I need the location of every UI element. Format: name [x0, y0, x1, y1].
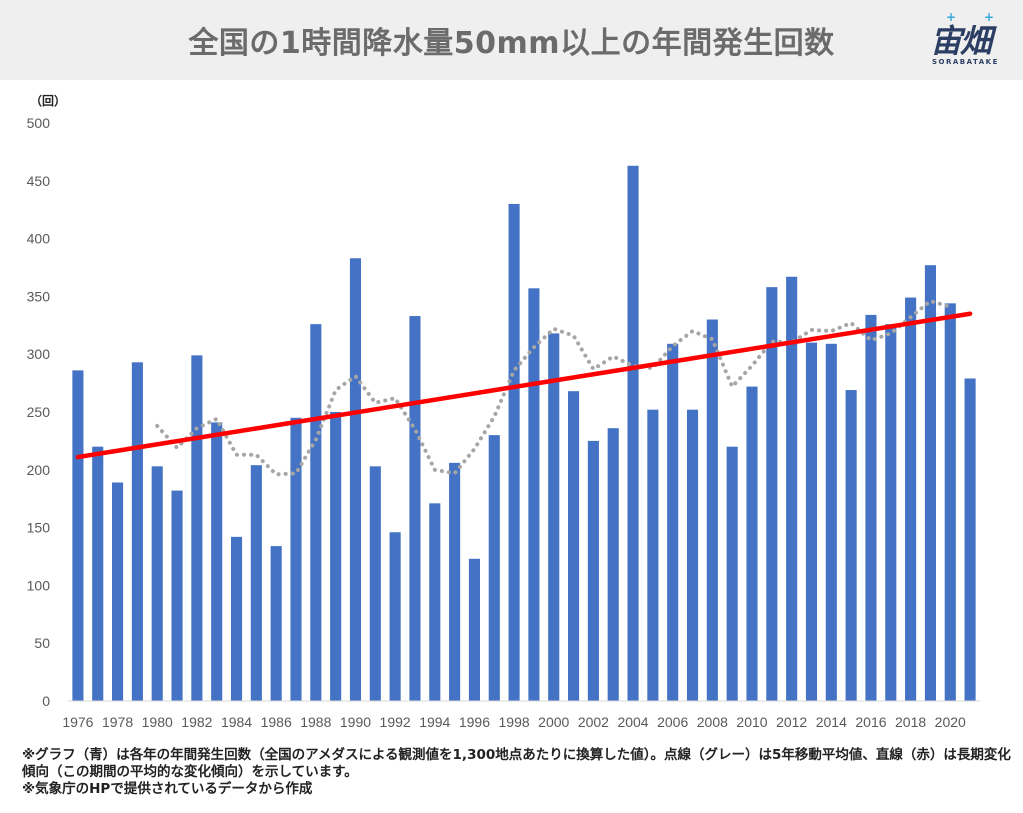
bar — [131, 362, 143, 701]
chart-notes: ※グラフ（青）は各年の年間発生回数（全国のアメダスによる観測値を1,300地点あ… — [22, 747, 1012, 798]
bar — [528, 288, 540, 701]
bar — [647, 409, 659, 701]
bar — [766, 287, 778, 701]
bar — [508, 203, 520, 702]
bar — [667, 343, 679, 701]
bar — [746, 386, 758, 701]
bar — [369, 466, 381, 701]
bar — [786, 276, 798, 701]
bar — [230, 536, 243, 701]
sorabatake-logo[interactable]: + + 宙畑 SORABATAKE — [922, 10, 1014, 72]
bar — [191, 355, 203, 701]
bar — [627, 165, 639, 702]
x-tick-label: 2020 — [935, 714, 966, 730]
bar — [449, 462, 461, 701]
bar — [429, 503, 441, 701]
x-tick-label: 1978 — [102, 714, 133, 730]
y-tick-label: 200 — [27, 462, 51, 478]
y-tick-label: 50 — [34, 635, 50, 651]
bar — [885, 324, 897, 701]
x-tick-label: 1998 — [499, 714, 530, 730]
x-tick-label: 1980 — [142, 714, 173, 730]
y-tick-label: 250 — [27, 404, 51, 420]
y-unit-label: （回） — [30, 93, 66, 108]
bar — [964, 378, 976, 701]
x-tick-label: 2000 — [538, 714, 569, 730]
bar — [548, 333, 560, 701]
bar — [865, 314, 877, 701]
y-tick-label: 400 — [27, 231, 51, 247]
bar — [726, 446, 738, 701]
logo-main-text: 宙畑 — [930, 22, 992, 60]
bars-group — [72, 165, 976, 702]
x-tick-label: 2012 — [776, 714, 807, 730]
x-tick-label: 1984 — [221, 714, 252, 730]
x-tick-label: 1976 — [62, 714, 93, 730]
x-tick-label: 1994 — [419, 714, 450, 730]
plus-icon: + — [946, 10, 957, 24]
bar — [944, 303, 956, 701]
lines-group — [75, 299, 973, 477]
note-line: ※グラフ（青）は各年の年間発生回数（全国のアメダスによる観測値を1,300地点あ… — [22, 747, 1011, 780]
bar — [171, 490, 183, 701]
bar — [924, 265, 936, 701]
bar — [250, 465, 262, 701]
bar — [568, 391, 580, 701]
bar — [488, 435, 500, 701]
x-tick-label: 2002 — [578, 714, 609, 730]
bar — [587, 440, 599, 701]
x-tick-label: 2008 — [697, 714, 728, 730]
x-axis: 1976 1978 1980 1982 1984 1986 1988 1990 1992 1994… — [62, 700, 980, 730]
x-tick-label: 2004 — [617, 714, 648, 730]
x-tick-label: 2010 — [736, 714, 767, 730]
bar — [151, 466, 163, 701]
bar — [389, 532, 401, 701]
y-tick-label: 500 — [27, 115, 51, 131]
bar — [92, 446, 104, 701]
trend-line — [75, 311, 973, 460]
bar — [607, 428, 619, 701]
bar — [112, 482, 124, 701]
y-tick-label: 100 — [27, 577, 51, 593]
page-title: 全国の1時間降水量50mm以上の年間発生回数 — [188, 26, 835, 61]
y-tick-label: 450 — [27, 173, 51, 189]
moving-average-line — [155, 299, 953, 477]
bar — [468, 558, 480, 701]
x-tick-label: 2016 — [855, 714, 886, 730]
bar — [905, 297, 917, 701]
bar — [72, 370, 84, 701]
bar — [409, 316, 421, 701]
plus-icon: + — [984, 10, 995, 24]
bar — [845, 390, 857, 701]
y-tick-label: 150 — [27, 520, 51, 536]
x-tick-label: 1996 — [459, 714, 490, 730]
note-line: ※気象庁のHPで提供されているデータから作成 — [22, 781, 313, 797]
bar — [706, 319, 718, 701]
logo-sub-text: SORABATAKE — [932, 58, 999, 66]
x-tick-label: 2018 — [895, 714, 926, 730]
bar — [805, 342, 818, 701]
bar — [270, 546, 282, 701]
bar — [211, 422, 223, 701]
bar — [330, 412, 342, 701]
y-tick-label: 350 — [27, 288, 51, 304]
x-tick-label: 1992 — [380, 714, 411, 730]
bar — [825, 343, 837, 701]
x-tick-label: 1982 — [181, 714, 212, 730]
bar — [349, 258, 362, 701]
x-tick-label: 2006 — [657, 714, 688, 730]
bar — [686, 409, 699, 701]
title-bar: 全国の1時間降水量50mm以上の年間発生回数 + + 宙畑 SORABATAKE — [0, 0, 1023, 80]
x-tick-label: 1988 — [300, 714, 331, 730]
x-tick-label: 1990 — [340, 714, 371, 730]
bar — [290, 417, 302, 701]
x-tick-label: 2014 — [816, 714, 847, 730]
y-tick-label: 300 — [27, 346, 51, 362]
y-tick-label: 0 — [42, 693, 50, 709]
x-tick-label: 1986 — [261, 714, 292, 730]
y-axis: （回） 0 50 100 150 200 250 300 350 400 450 500 — [27, 93, 66, 709]
bar — [310, 324, 322, 701]
